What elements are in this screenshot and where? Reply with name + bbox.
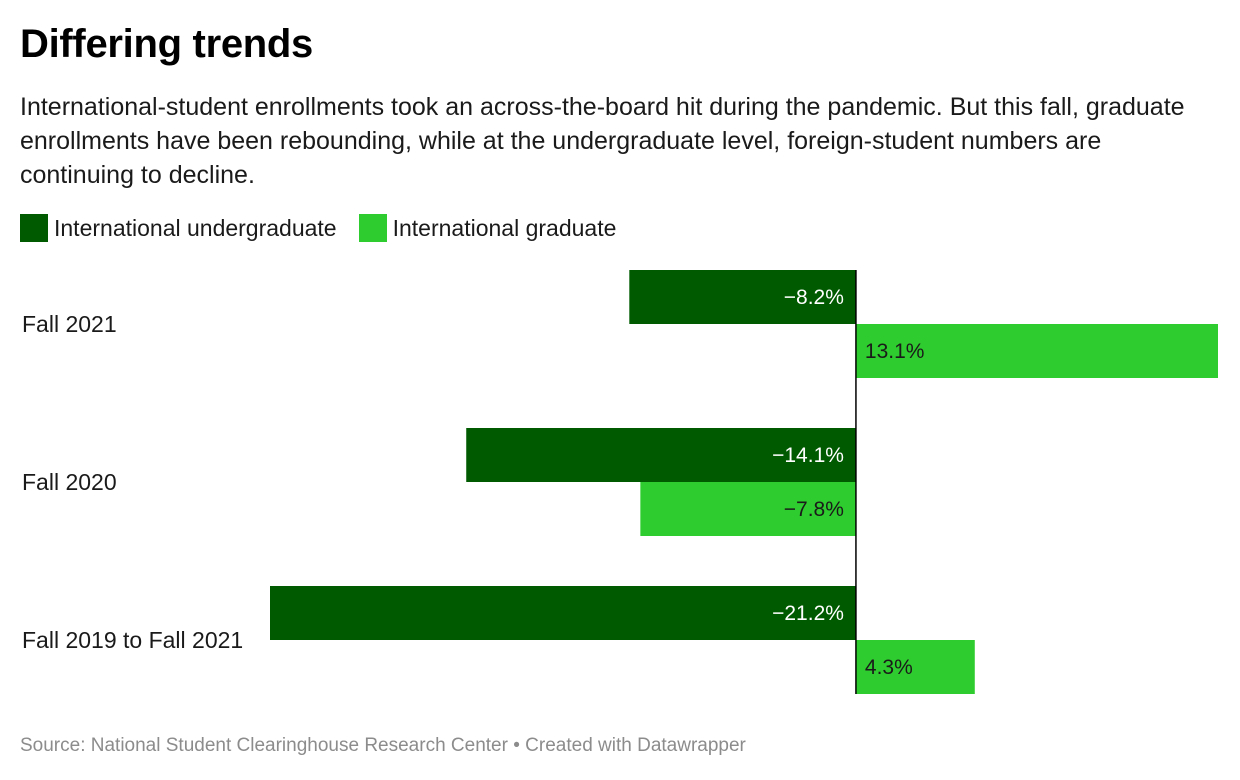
source-note: Source: National Student Clearinghouse R… bbox=[20, 735, 746, 756]
bar-undergraduate bbox=[466, 428, 856, 482]
bar-chart: Fall 2021 −8.2% 13.1% Fall 2020 −14.1% −7.8% F… bbox=[22, 270, 1218, 694]
value-label: −21.2% bbox=[772, 602, 844, 625]
value-label: 4.3% bbox=[865, 656, 913, 679]
bar-graduate bbox=[640, 482, 856, 536]
bar-undergraduate bbox=[270, 586, 856, 640]
legend-swatch-graduate bbox=[358, 214, 387, 242]
legend-label-graduate: International graduate bbox=[392, 214, 617, 241]
chart-title: Differing trends bbox=[20, 22, 313, 66]
value-label: −14.1% bbox=[772, 444, 844, 467]
value-label: −7.8% bbox=[784, 498, 844, 521]
value-label: −8.2% bbox=[784, 286, 844, 309]
legend-item-undergraduate: International undergraduate bbox=[20, 214, 337, 242]
bar-undergraduate bbox=[629, 270, 856, 324]
bar-graduate bbox=[855, 324, 1218, 378]
category-label: Fall 2019 to Fall 2021 bbox=[22, 627, 243, 653]
legend-swatch-undergraduate bbox=[20, 214, 48, 242]
bar-graduate bbox=[855, 640, 975, 694]
legend: International undergraduate Internationa… bbox=[20, 214, 638, 242]
legend-label-undergraduate: International undergraduate bbox=[54, 214, 337, 241]
category-label: Fall 2020 bbox=[22, 469, 117, 495]
legend-item-graduate: International graduate bbox=[358, 214, 617, 242]
value-label: 13.1% bbox=[865, 340, 925, 363]
category-label: Fall 2021 bbox=[22, 311, 117, 337]
chart-subtitle: International-student enrollments took a… bbox=[20, 93, 1185, 189]
